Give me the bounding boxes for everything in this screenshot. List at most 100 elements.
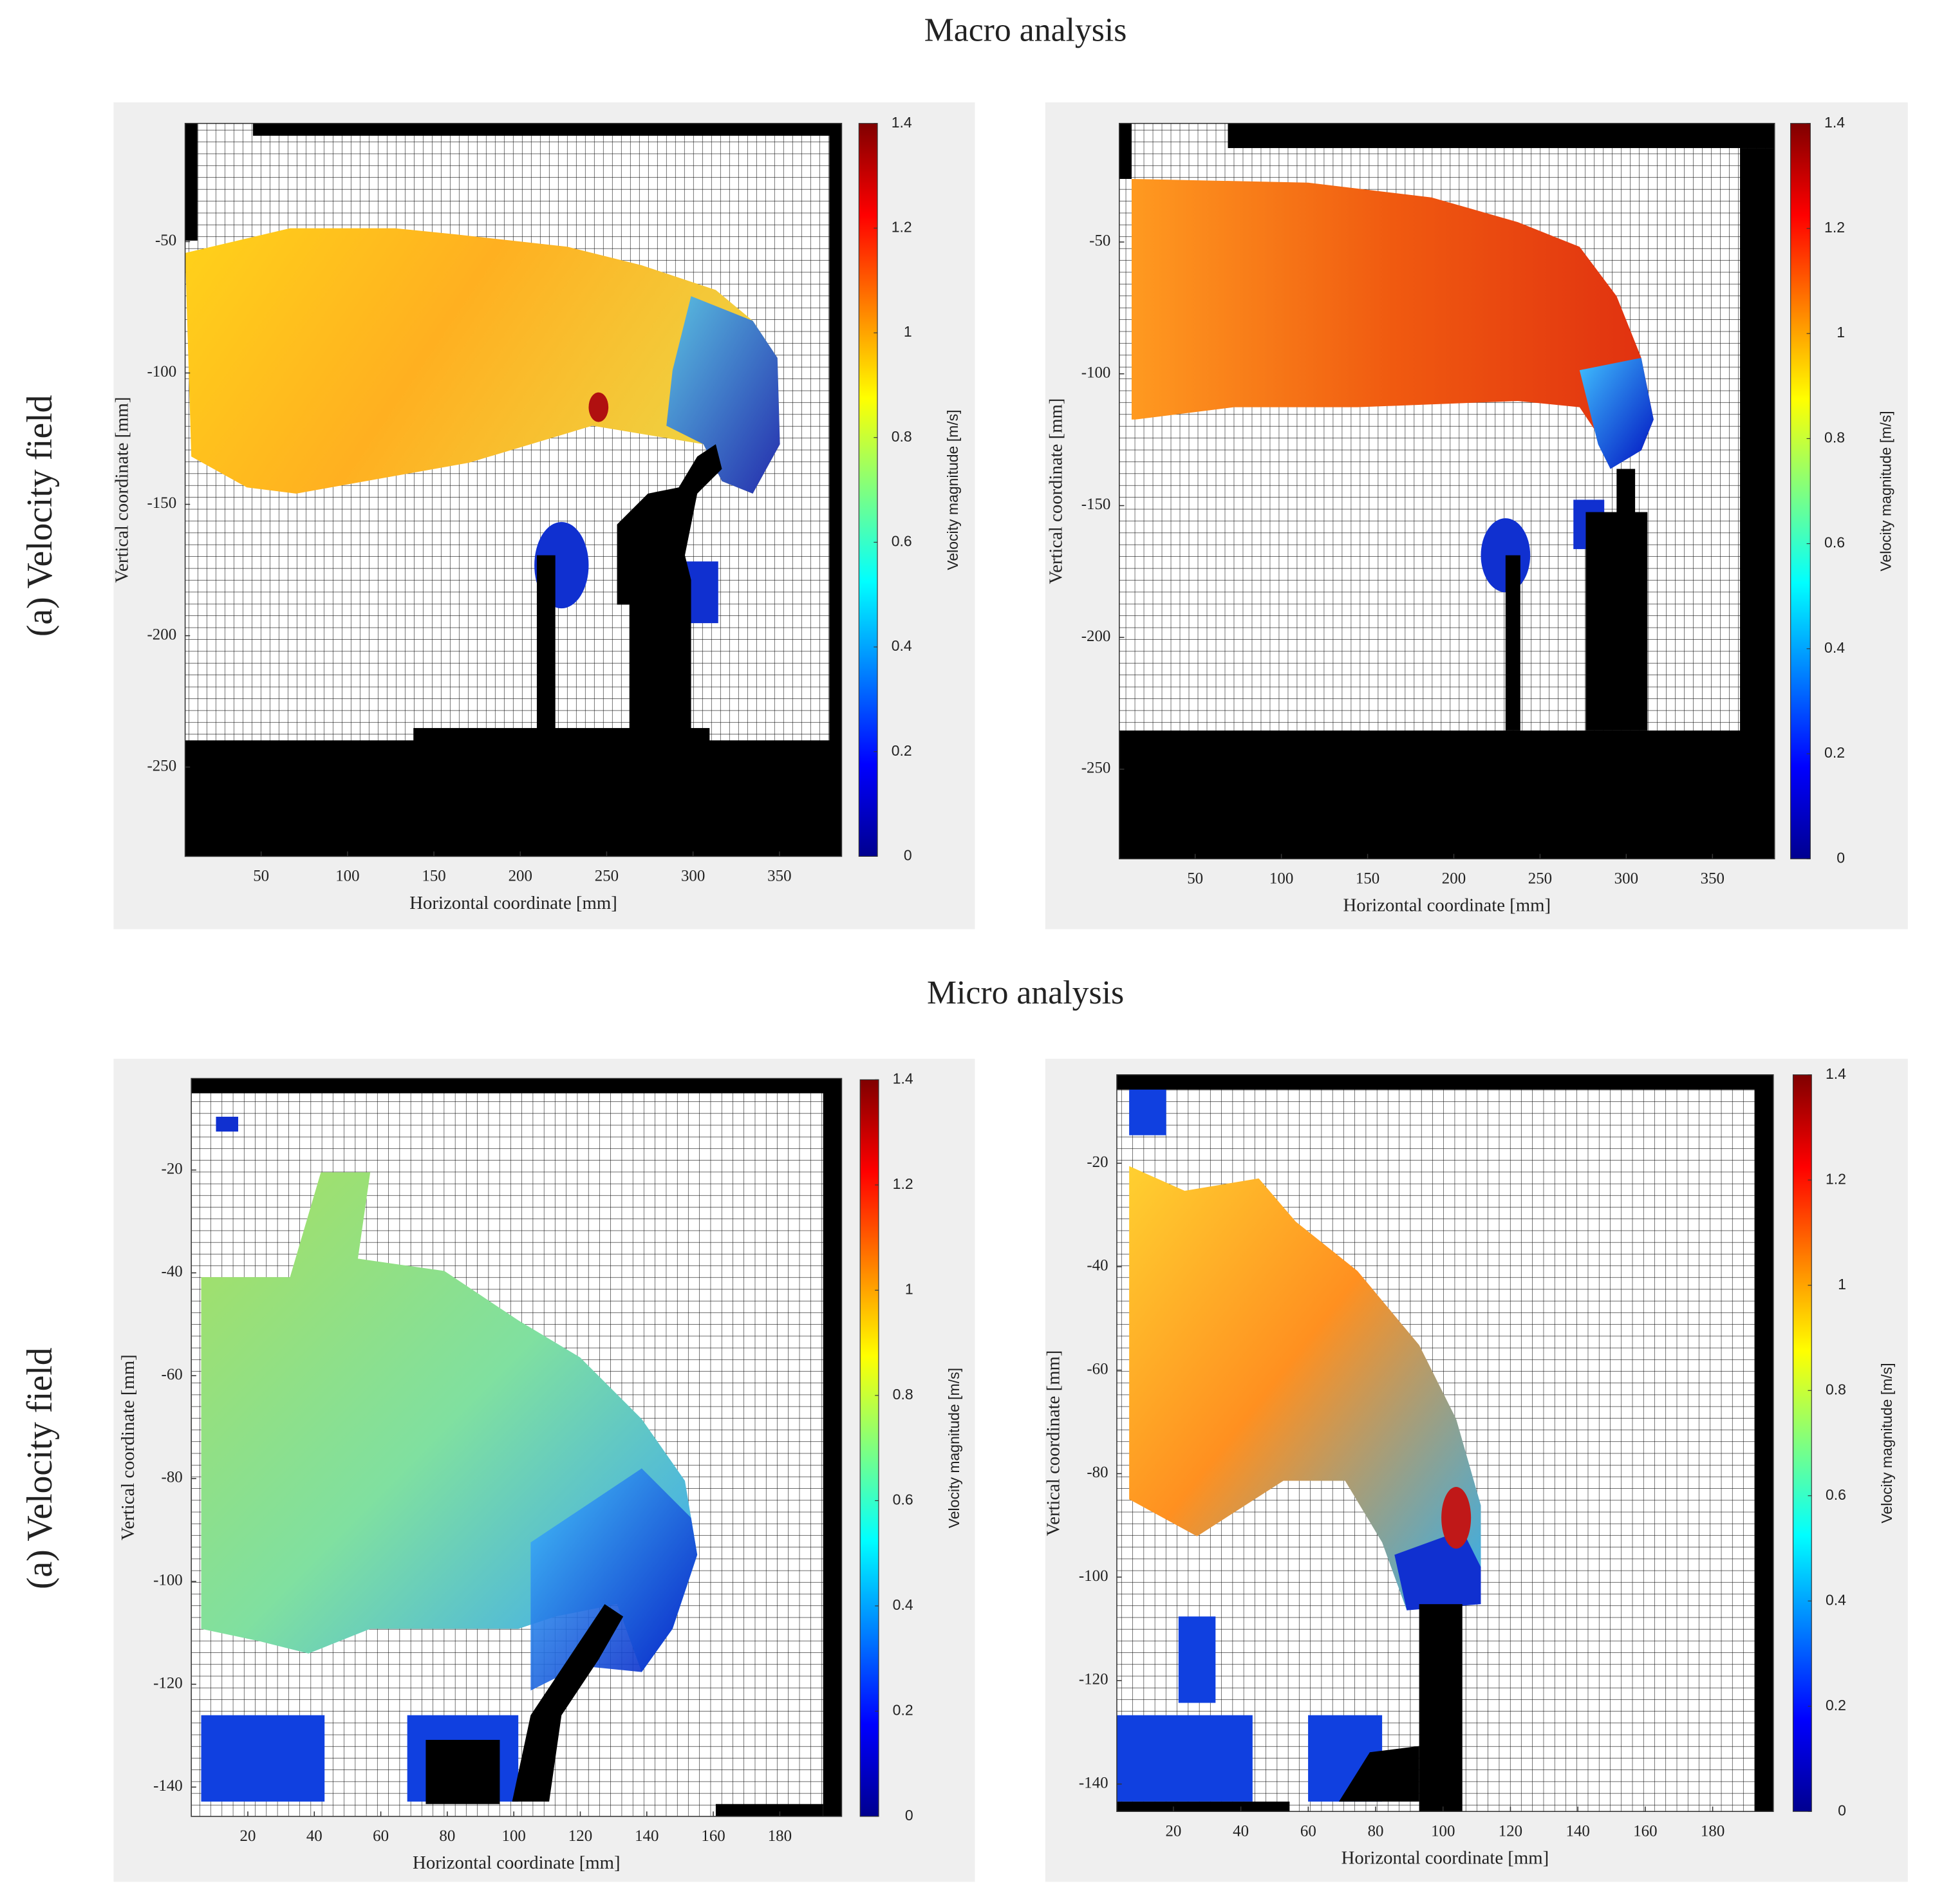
plot-frame (184, 122, 843, 857)
flow-region (1585, 512, 1648, 731)
flow-region (185, 740, 842, 857)
colorbar-tick-label: 1.4 (1826, 1065, 1846, 1082)
colorbar-tick-label: 0.2 (893, 1701, 913, 1718)
x-tick-label: 50 (1187, 870, 1203, 888)
colorbar-label: Velocity magnitude [m/s] (944, 409, 961, 570)
x-tick-label: 120 (568, 1827, 592, 1845)
x-tick-label: 350 (1701, 870, 1725, 888)
flow-region (1119, 123, 1132, 179)
y-tick-label: -100 (1079, 1567, 1108, 1585)
y-tick-label: -40 (162, 1263, 183, 1280)
colorbar-tick-label: 0.6 (892, 532, 912, 549)
colorbar-tick-label: 0.6 (1826, 1486, 1846, 1503)
flow-region (1339, 1746, 1419, 1802)
colorbar-tick-label: 0.2 (1824, 744, 1845, 761)
y-tick-label: -250 (147, 757, 177, 774)
colorbar-tick-label: 0.4 (892, 637, 912, 654)
plot-frame (1116, 1074, 1774, 1812)
flow-region (823, 1078, 842, 1816)
x-tick-label: 20 (1165, 1823, 1181, 1840)
x-tick-label: 300 (681, 868, 705, 885)
flow-region (666, 296, 780, 494)
y-tick-label: -60 (1087, 1360, 1108, 1377)
flow-region (1441, 1487, 1472, 1549)
y-axis-label: Vertical coordinate [mm] (118, 1354, 138, 1540)
x-axis-label: Horizontal coordinate [mm] (409, 893, 617, 913)
colorbar (1792, 1074, 1812, 1812)
colorbar (859, 1079, 879, 1817)
flow-region (1116, 1801, 1290, 1812)
colorbar-label: Velocity magnitude [m/s] (1878, 1363, 1895, 1523)
x-tick-label: 160 (1633, 1823, 1657, 1840)
x-tick-label: 200 (509, 868, 532, 885)
x-tick-label: 80 (1368, 1823, 1384, 1840)
colorbar-tick-label: 0.6 (893, 1491, 913, 1507)
y-tick-label: -60 (162, 1366, 183, 1383)
x-tick-label: 100 (502, 1827, 526, 1845)
section-title: Micro analysis (927, 975, 1124, 1011)
flow-region (536, 555, 556, 741)
y-tick-label: -120 (153, 1674, 183, 1692)
flow-region (1119, 730, 1775, 859)
x-tick-label: 160 (701, 1827, 725, 1845)
flow-region (1394, 1530, 1481, 1610)
y-tick-label: -100 (147, 363, 177, 380)
colorbar-label: Velocity magnitude [m/s] (1877, 411, 1894, 571)
y-tick-label: -100 (153, 1572, 183, 1589)
flow-region (829, 123, 842, 857)
colorbar-tick-label: 1.4 (1824, 114, 1845, 131)
x-axis-label: Horizontal coordinate [mm] (1343, 895, 1551, 916)
colorbar-tick-label: 1 (1838, 1276, 1846, 1293)
flow-region (201, 1715, 325, 1802)
flow-region (1178, 1616, 1216, 1703)
flow-region (191, 1078, 842, 1094)
x-tick-label: 40 (306, 1827, 322, 1845)
x-tick-label: 120 (1499, 1823, 1522, 1840)
flow-region (512, 1604, 624, 1802)
x-tick-label: 100 (335, 868, 359, 885)
y-axis-label: Vertical coordinate [mm] (111, 397, 132, 583)
flow-region (715, 1804, 823, 1816)
colorbar-tick-label: 1.2 (892, 218, 912, 235)
x-tick-label: 20 (240, 1827, 256, 1845)
colorbar-tick-label: 0 (904, 847, 912, 864)
colorbar (1790, 123, 1811, 859)
x-tick-label: 180 (768, 1827, 792, 1845)
colorbar-tick-label: 0.4 (1824, 639, 1845, 656)
flow-region (185, 123, 198, 241)
plot-frame (1119, 122, 1775, 860)
x-tick-label: 40 (1233, 1823, 1249, 1840)
flow-region (1755, 1074, 1773, 1812)
x-tick-label: 180 (1701, 1823, 1725, 1840)
y-tick-label: -150 (1081, 496, 1111, 513)
colorbar-tick-label: 0.2 (892, 742, 912, 759)
x-tick-label: 50 (253, 868, 269, 885)
panel: 20 40 60 80 100 120 140 160 180 -140 -120 -100 -80 -6… (113, 1058, 975, 1882)
y-tick-label: -200 (147, 626, 177, 643)
flow-region (1116, 1074, 1773, 1090)
flow-region (425, 1740, 500, 1804)
colorbar-tick-label: 0.4 (1826, 1591, 1846, 1608)
x-tick-label: 300 (1614, 870, 1638, 888)
flow-region (1116, 1715, 1253, 1802)
y-tick-label: -80 (1087, 1464, 1108, 1481)
x-tick-label: 60 (373, 1827, 389, 1845)
row-label: (a) Velocity field (20, 395, 60, 637)
y-tick-label: -20 (162, 1160, 183, 1177)
y-tick-label: -50 (155, 232, 176, 249)
y-tick-label: -140 (1079, 1774, 1108, 1791)
y-tick-label: -100 (1081, 364, 1111, 381)
y-tick-label: -250 (1081, 760, 1111, 777)
flow-region (1419, 1604, 1463, 1812)
colorbar-tick-label: 1 (904, 323, 912, 340)
flow-region (1579, 357, 1654, 469)
y-tick-label: -50 (1089, 232, 1110, 250)
colorbar-tick-label: 0.8 (893, 1386, 913, 1403)
x-tick-label: 350 (767, 868, 791, 885)
y-tick-label: -80 (162, 1469, 183, 1486)
colorbar-tick-label: 0.2 (1826, 1697, 1846, 1713)
x-tick-label: 100 (1269, 870, 1293, 888)
colorbar-tick-label: 1.2 (1826, 1170, 1846, 1187)
